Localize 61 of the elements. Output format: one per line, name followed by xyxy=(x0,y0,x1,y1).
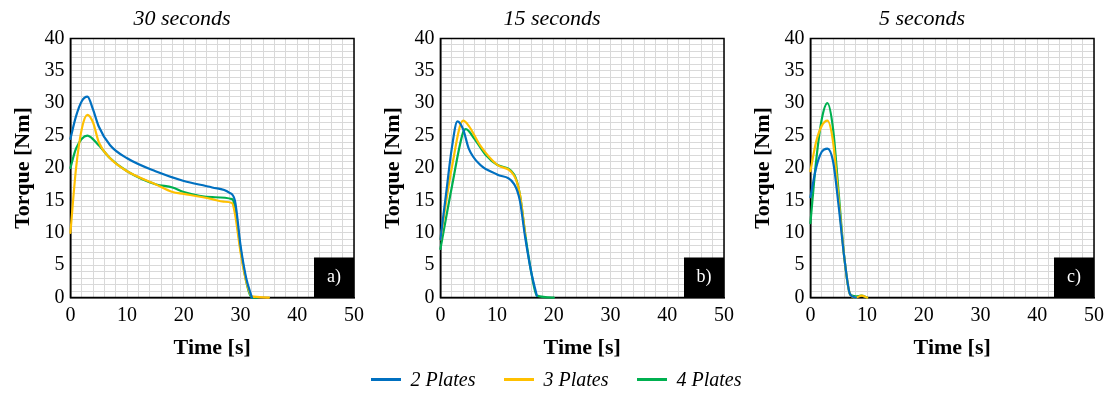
x-tick-label: 10 xyxy=(857,302,878,325)
annotation: c) xyxy=(1067,266,1081,288)
y-tick-label: 30 xyxy=(414,90,435,113)
y-tick-label: 0 xyxy=(54,284,65,307)
y-tick-label: 40 xyxy=(44,25,65,48)
y-tick-label: 0 xyxy=(794,284,805,307)
y-tick-label: 15 xyxy=(784,187,805,210)
x-tick-label: 20 xyxy=(913,302,934,325)
x-axis-title: Time [s] xyxy=(543,334,621,360)
x-tick-label: 40 xyxy=(287,302,308,325)
x-axis-title: Time [s] xyxy=(173,334,251,360)
x-tick-label: 50 xyxy=(714,302,734,325)
x-tick-label: 30 xyxy=(600,302,621,325)
y-tick-label: 15 xyxy=(414,187,435,210)
y-tick-label: 0 xyxy=(424,284,435,307)
line-series xyxy=(439,120,538,297)
annotation: a) xyxy=(327,266,341,288)
line-series xyxy=(809,147,857,299)
y-axis-title: Torque [Nm] xyxy=(8,107,34,229)
chart-title: 15 seconds xyxy=(503,4,601,30)
y-tick-label: 25 xyxy=(44,122,65,145)
x-tick-label: 50 xyxy=(344,302,364,325)
y-tick-label: 30 xyxy=(784,90,805,113)
y-tick-label: 10 xyxy=(414,220,435,243)
y-tick-label: 35 xyxy=(44,58,65,81)
legend-label: 4 Plates xyxy=(676,368,742,391)
x-tick-label: 30 xyxy=(230,302,251,325)
y-tick-label: 30 xyxy=(44,90,65,113)
line-series xyxy=(69,113,271,299)
y-tick-label: 5 xyxy=(54,252,65,275)
legend-label: 2 Plates xyxy=(410,368,476,391)
y-tick-label: 25 xyxy=(784,122,805,145)
y-tick-label: 20 xyxy=(414,155,435,178)
y-tick-label: 25 xyxy=(414,122,435,145)
y-tick-label: 40 xyxy=(414,25,435,48)
y-tick-label: 40 xyxy=(784,25,805,48)
annotation: b) xyxy=(696,266,712,288)
x-tick-label: 40 xyxy=(1027,302,1048,325)
x-tick-label: 20 xyxy=(543,302,564,325)
x-tick-label: 10 xyxy=(117,302,138,325)
chart-title: 30 seconds xyxy=(132,4,231,30)
x-tick-label: 20 xyxy=(173,302,194,325)
y-tick-label: 35 xyxy=(784,58,805,81)
x-tick-label: 40 xyxy=(657,302,678,325)
x-tick-label: 30 xyxy=(970,302,991,325)
y-axis-title: Torque [Nm] xyxy=(748,107,774,229)
y-tick-label: 35 xyxy=(414,58,435,81)
line-series xyxy=(69,95,253,299)
x-tick-label: 50 xyxy=(1084,302,1104,325)
x-axis-title: Time [s] xyxy=(913,334,991,360)
x-tick-label: 10 xyxy=(487,302,508,325)
y-tick-label: 20 xyxy=(44,155,65,178)
y-tick-label: 5 xyxy=(794,252,805,275)
y-tick-label: 5 xyxy=(424,252,435,275)
y-tick-label: 10 xyxy=(44,220,65,243)
y-tick-label: 20 xyxy=(784,155,805,178)
legend-label: 3 Plates xyxy=(543,368,609,391)
y-tick-label: 15 xyxy=(44,187,65,210)
chart-title: 5 seconds xyxy=(878,4,966,30)
y-axis-title: Torque [Nm] xyxy=(378,107,404,229)
y-tick-label: 10 xyxy=(784,220,805,243)
